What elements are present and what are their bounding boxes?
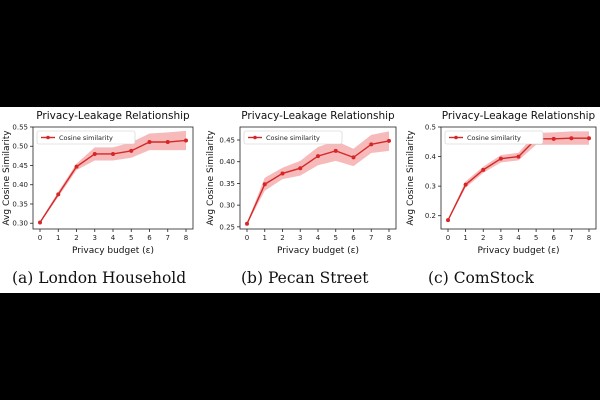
- x-tick-label: 3: [499, 234, 503, 242]
- x-tick-label: 4: [316, 234, 321, 242]
- x-tick-label: 2: [481, 234, 485, 242]
- data-point: [587, 136, 591, 141]
- data-point: [129, 148, 134, 153]
- x-axis-label: Privacy budget (ε): [277, 246, 359, 256]
- data-point: [481, 167, 486, 172]
- data-point: [298, 166, 303, 171]
- y-tick-label: 0.55: [12, 124, 28, 132]
- x-tick-label: 1: [463, 234, 467, 242]
- data-point: [92, 151, 97, 156]
- y-tick-label: 0.45: [12, 162, 28, 170]
- data-point: [56, 192, 61, 197]
- x-tick-label: 5: [534, 234, 538, 242]
- y-tick-label: 0.4: [425, 153, 437, 161]
- x-tick-label: 2: [74, 234, 78, 242]
- data-point: [74, 164, 79, 169]
- chart-title: Privacy-Leakage Relationship: [36, 110, 190, 122]
- legend-marker: [46, 135, 50, 140]
- caption-a: (a) London Household: [12, 269, 187, 287]
- y-tick-label: 0.30: [219, 202, 235, 210]
- data-point: [333, 148, 338, 153]
- data-point: [569, 136, 574, 141]
- data-point: [111, 151, 115, 156]
- confidence-band: [448, 131, 589, 222]
- legend-marker: [253, 135, 257, 140]
- y-tick-label: 0.5: [425, 124, 436, 132]
- data-point: [387, 138, 391, 143]
- chart-london-household: Privacy-Leakage Relationship 0.30 0.35 0.40…: [2, 110, 194, 256]
- x-tick-label: 8: [184, 234, 188, 242]
- data-point: [551, 136, 556, 141]
- data-point: [165, 140, 170, 145]
- x-tick-label: 4: [516, 234, 521, 242]
- x-tick-label: 0: [446, 234, 450, 242]
- caption-b: (b) Pecan Street: [241, 269, 369, 287]
- x-tick-label: 2: [280, 234, 284, 242]
- chart-pecan-street: Privacy-Leakage Relationship 0.25 0.30 0.35…: [206, 110, 397, 256]
- y-axis-label: Avg Cosine Similarity: [2, 130, 12, 226]
- y-tick-label: 0.35: [219, 180, 235, 188]
- x-tick-label: 0: [245, 234, 249, 242]
- x-tick-label: 6: [147, 234, 152, 242]
- x-tick-label: 1: [263, 234, 267, 242]
- data-point: [280, 171, 285, 176]
- data-point: [516, 154, 521, 159]
- data-point: [446, 218, 450, 223]
- data-point: [38, 220, 42, 225]
- x-tick-label: 3: [93, 234, 97, 242]
- x-tick-label: 7: [166, 234, 170, 242]
- x-tick-label: 6: [351, 234, 356, 242]
- y-tick-label: 0.3: [425, 183, 436, 191]
- x-tick-label: 7: [369, 234, 373, 242]
- chart-comstock: Privacy-Leakage Relationship 0.2 0.3 0.4 0.5…: [406, 110, 597, 256]
- chart-title: Privacy-Leakage Relationship: [241, 110, 395, 122]
- x-tick-label: 0: [38, 234, 42, 242]
- x-axis-label: Privacy budget (ε): [72, 246, 154, 256]
- x-tick-label: 6: [552, 234, 557, 242]
- chart-title: Privacy-Leakage Relationship: [442, 110, 596, 122]
- x-tick-label: 4: [111, 234, 116, 242]
- confidence-band: [247, 131, 389, 225]
- data-point: [351, 155, 356, 160]
- data-point: [262, 182, 267, 187]
- y-tick-label: 0.40: [219, 158, 235, 166]
- legend-label: Cosine similarity: [266, 134, 320, 142]
- data-point: [147, 140, 152, 145]
- data-point: [316, 154, 320, 159]
- figure-panel: Privacy-Leakage Relationship 0.30 0.35 0.40…: [0, 107, 600, 293]
- y-tick-label: 0.2: [425, 212, 436, 220]
- x-axis-label: Privacy budget (ε): [477, 246, 559, 256]
- legend-label: Cosine similarity: [467, 134, 521, 142]
- legend-label: Cosine similarity: [59, 134, 113, 142]
- x-tick-label: 5: [129, 234, 133, 242]
- y-axis-label: Avg Cosine Similarity: [406, 130, 416, 226]
- x-tick-label: 1: [56, 234, 60, 242]
- legend-box: [36, 130, 136, 145]
- legend-box: [243, 130, 343, 145]
- x-tick-label: 8: [587, 234, 591, 242]
- legend-box: [444, 130, 544, 145]
- x-tick-label: 5: [334, 234, 338, 242]
- y-tick-label: 0.25: [219, 223, 235, 231]
- data-point: [184, 138, 188, 143]
- data-point: [369, 142, 374, 147]
- legend-marker: [454, 135, 458, 140]
- data-point: [245, 221, 249, 226]
- x-tick-label: 3: [298, 234, 302, 242]
- data-point: [498, 156, 503, 161]
- x-tick-label: 8: [387, 234, 391, 242]
- confidence-band: [40, 130, 186, 224]
- y-tick-label: 0.50: [12, 143, 28, 151]
- y-tick-label: 0.35: [12, 200, 28, 208]
- y-axis-label: Avg Cosine Similarity: [206, 130, 216, 226]
- y-tick-label: 0.40: [12, 181, 28, 189]
- x-tick-label: 7: [569, 234, 573, 242]
- caption-c: (c) ComStock: [428, 269, 534, 287]
- data-point: [463, 182, 468, 187]
- y-tick-label: 0.30: [12, 220, 28, 228]
- y-tick-label: 0.45: [219, 137, 235, 145]
